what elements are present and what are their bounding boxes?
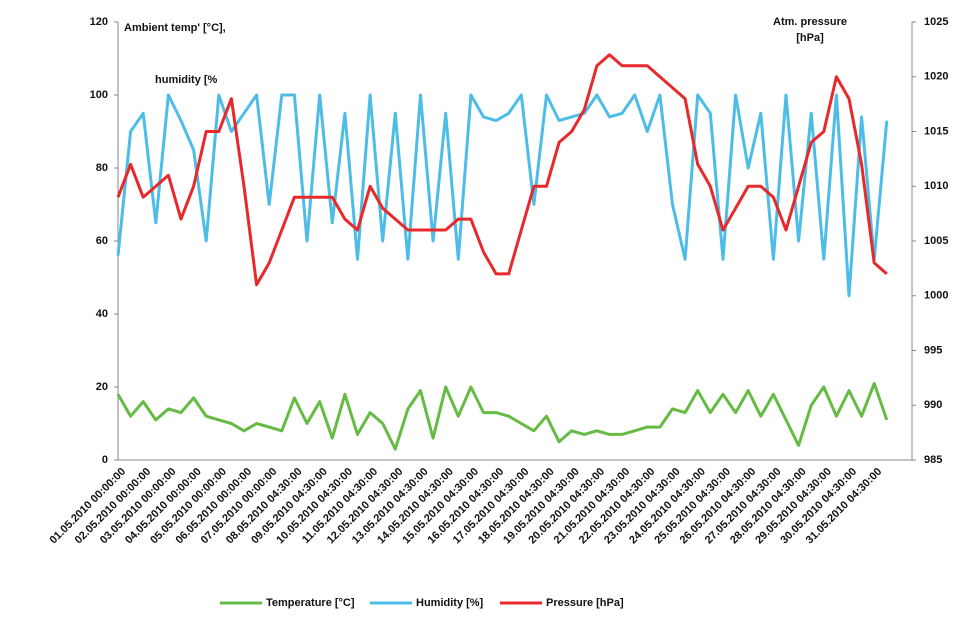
y-tick-label: 80 bbox=[96, 162, 108, 174]
y2-tick-label: 990 bbox=[924, 399, 942, 411]
y-tick-label: 40 bbox=[96, 308, 108, 320]
humidity-label: humidity [% bbox=[155, 74, 218, 86]
right-axis-title: Atm. pressure bbox=[773, 16, 847, 28]
y-tick-label: 100 bbox=[90, 89, 108, 101]
y2-tick-label: 1015 bbox=[924, 125, 948, 137]
y-tick-label: 60 bbox=[96, 235, 108, 247]
y2-tick-label: 1010 bbox=[924, 180, 948, 192]
left-axis-title: Ambient temp' [°C], bbox=[124, 22, 226, 34]
legend-label: Humidity [%] bbox=[416, 597, 484, 609]
legend-label: Temperature [°C] bbox=[266, 597, 355, 609]
y-tick-label: 0 bbox=[102, 454, 108, 466]
series-line bbox=[116, 381, 889, 451]
y2-tick-label: 995 bbox=[924, 344, 942, 356]
series-line bbox=[116, 53, 888, 287]
y2-tick-label: 1005 bbox=[924, 235, 948, 247]
right-axis-title: [hPa] bbox=[796, 32, 824, 44]
y2-tick-label: 1020 bbox=[924, 71, 948, 83]
series-line bbox=[116, 93, 889, 298]
legend-label: Pressure [hPa] bbox=[546, 597, 624, 609]
y2-tick-label: 1000 bbox=[924, 290, 948, 302]
y-tick-label: 20 bbox=[96, 381, 108, 393]
y-tick-label: 120 bbox=[90, 16, 108, 28]
y2-tick-label: 1025 bbox=[924, 16, 948, 28]
y2-tick-label: 985 bbox=[924, 454, 942, 466]
